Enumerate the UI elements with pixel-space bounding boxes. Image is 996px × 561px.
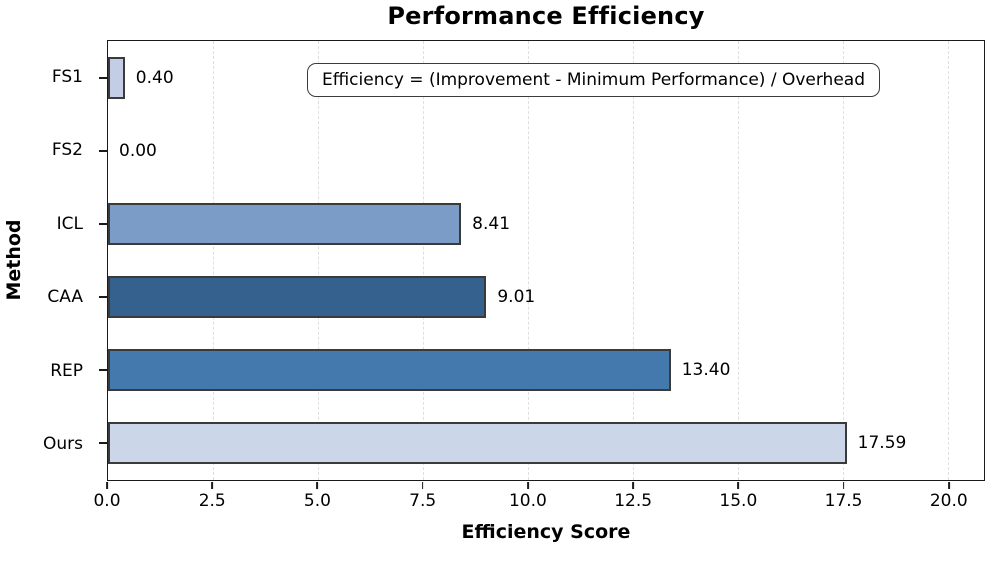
bar-row: 8.41 xyxy=(99,187,984,260)
bar-value-label: 0.40 xyxy=(135,67,174,88)
y-tick-mark xyxy=(99,76,107,79)
gridline xyxy=(842,41,844,480)
x-tick-mark xyxy=(106,482,108,489)
x-tick-label: 5.0 xyxy=(303,491,331,511)
x-tick-label: 7.5 xyxy=(409,491,437,511)
bar-rows: 0.40 0.00 8.41 9.01 13.40 17.59 xyxy=(99,41,984,480)
bar-rep xyxy=(108,349,671,392)
x-axis-title: Efficiency Score xyxy=(461,521,631,543)
y-tick-mark xyxy=(99,369,107,372)
efficiency-formula-annotation: Efficiency = (Improvement - Minimum Perf… xyxy=(307,63,880,97)
bar-row: 17.59 xyxy=(99,407,984,480)
x-tick-mark xyxy=(211,482,214,489)
x-tick-label: 12.5 xyxy=(614,491,653,511)
y-tick-mark xyxy=(99,296,107,299)
x-tick-mark xyxy=(316,482,319,489)
bar-ours xyxy=(108,422,847,465)
chart-title: Performance Efficiency xyxy=(387,2,705,30)
bar-value-label: 17.59 xyxy=(857,433,907,454)
x-tick-mark xyxy=(526,482,529,489)
x-tick-mark xyxy=(947,482,950,489)
bar-value-label: 13.40 xyxy=(681,360,731,381)
gridline xyxy=(527,41,529,480)
y-label-fs1: FS1 xyxy=(51,66,83,87)
gridline xyxy=(317,41,319,480)
plot-area: Efficiency = (Improvement - Minimum Perf… xyxy=(99,40,985,481)
x-tick-label: 10.0 xyxy=(508,491,547,511)
gridline xyxy=(422,41,424,480)
gridline xyxy=(737,41,739,480)
x-tick-mark xyxy=(842,482,845,489)
y-label-caa: CAA xyxy=(47,287,83,308)
y-label-fs2: FS2 xyxy=(51,140,83,161)
x-tick-label: 17.5 xyxy=(824,491,863,511)
bar-row: 0.40 xyxy=(99,41,984,114)
bar-row: 13.40 xyxy=(99,334,984,407)
x-tick-label: 15.0 xyxy=(719,491,758,511)
x-tick-mark xyxy=(632,482,635,489)
bar-row: 0.00 xyxy=(99,114,984,187)
bar-icl xyxy=(108,202,462,245)
bar-fs1 xyxy=(108,56,125,99)
x-tick-label: 2.5 xyxy=(198,491,226,511)
x-axis-ticks: 0.0 2.5 5.0 7.5 10.0 12.5 15.0 17.5 20.0 xyxy=(93,481,985,515)
x-tick-label: 0.0 xyxy=(93,491,121,511)
bar-value-label: 9.01 xyxy=(497,287,536,308)
bar-value-label: 0.00 xyxy=(119,140,157,161)
gridline xyxy=(632,41,634,480)
y-tick-mark xyxy=(99,442,107,445)
y-axis-labels: FS1 FS2 ICL CAA REP Ours xyxy=(0,40,96,481)
y-label-icl: ICL xyxy=(56,213,83,234)
x-tick-mark xyxy=(421,482,424,489)
x-tick-mark xyxy=(737,482,740,489)
y-tick-mark xyxy=(99,222,107,225)
bar-caa xyxy=(108,276,487,319)
y-tick-mark xyxy=(99,149,107,152)
bar-value-label: 8.41 xyxy=(472,213,511,234)
y-label-ours: Ours xyxy=(42,434,83,455)
x-tick-label: 20.0 xyxy=(929,491,968,511)
y-label-rep: REP xyxy=(50,360,83,381)
bar-row: 9.01 xyxy=(99,261,984,334)
gridline xyxy=(212,41,214,480)
gridline xyxy=(947,41,949,480)
